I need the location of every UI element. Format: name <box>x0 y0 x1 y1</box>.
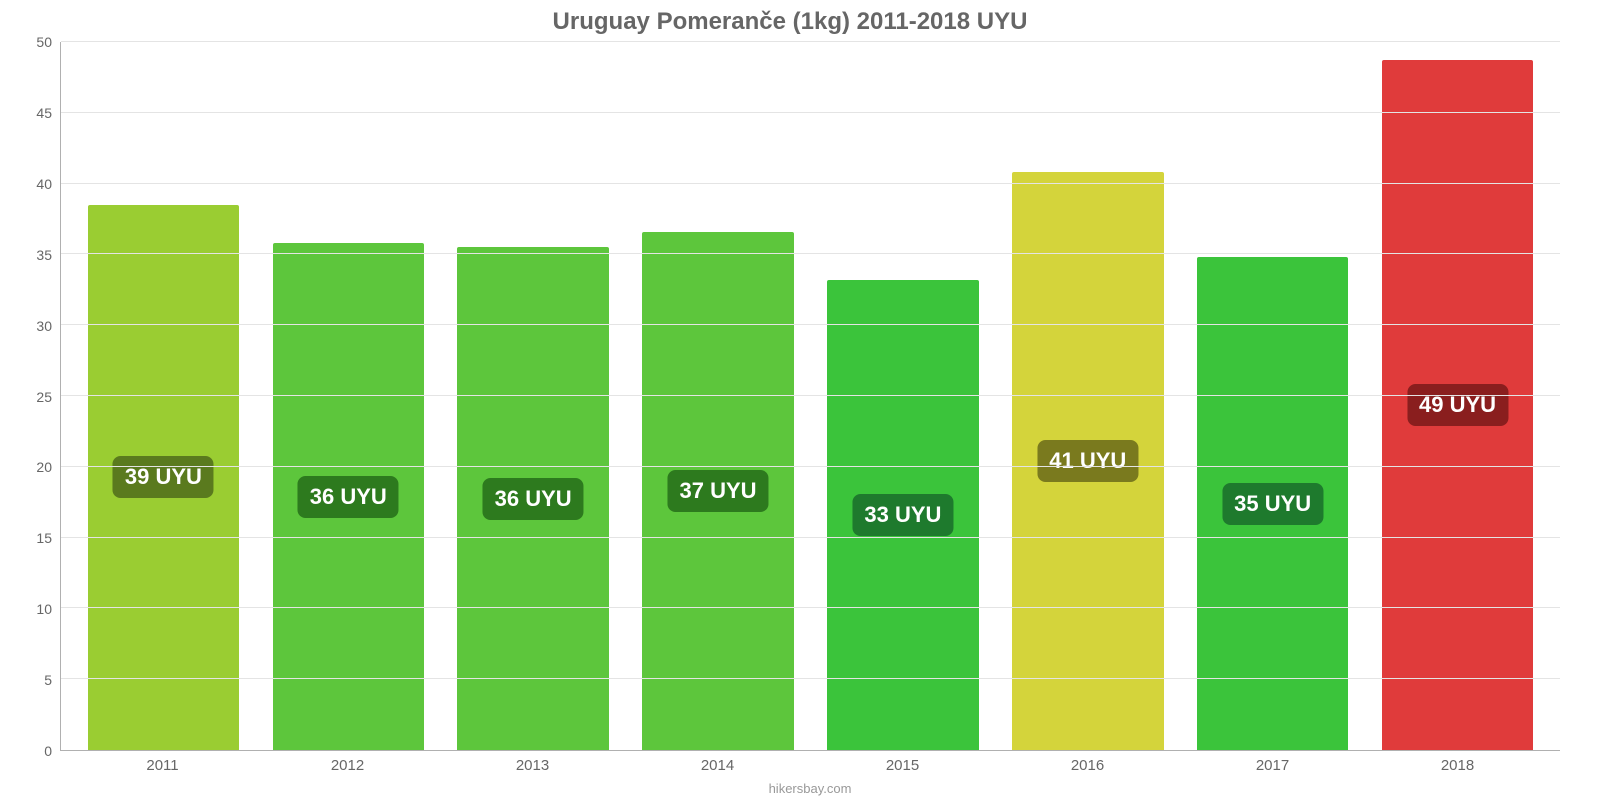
bar: 33 UYU <box>827 280 979 750</box>
x-tick-label: 2014 <box>625 751 810 779</box>
y-tick-label: 15 <box>36 530 52 546</box>
bar: 37 UYU <box>642 232 794 750</box>
y-tick-label: 45 <box>36 105 52 121</box>
bars-layer: 39 UYU 36 UYU 36 UYU 37 UYU 33 UYU 41 UYU 35 U… <box>61 42 1560 750</box>
gridline <box>61 678 1560 679</box>
bar-value-label: 36 UYU <box>483 478 584 520</box>
x-tick-label: 2012 <box>255 751 440 779</box>
x-tick-label: 2018 <box>1365 751 1550 779</box>
bar-slot: 39 UYU <box>71 42 256 750</box>
plot-area: 39 UYU 36 UYU 36 UYU 37 UYU 33 UYU 41 UYU 35 U… <box>60 42 1560 751</box>
bar-slot: 33 UYU <box>811 42 996 750</box>
gridline <box>61 112 1560 113</box>
bar: 35 UYU <box>1197 257 1349 750</box>
y-tick-label: 30 <box>36 318 52 334</box>
bar-value-label: 33 UYU <box>852 494 953 536</box>
bar: 39 UYU <box>88 205 240 750</box>
gridline <box>61 41 1560 42</box>
chart-body: 05101520253035404550 39 UYU36 UYU36 UYU3… <box>20 42 1560 751</box>
y-tick-label: 0 <box>44 743 52 759</box>
x-tick-label: 2015 <box>810 751 995 779</box>
y-tick-label: 50 <box>36 34 52 50</box>
bar-value-label: 39 UYU <box>113 456 214 498</box>
gridline <box>61 466 1560 467</box>
gridline <box>61 253 1560 254</box>
y-tick-label: 5 <box>44 672 52 688</box>
bar-slot: 36 UYU <box>256 42 441 750</box>
gridline <box>61 395 1560 396</box>
y-tick-label: 25 <box>36 389 52 405</box>
bar-value-label: 41 UYU <box>1037 440 1138 482</box>
gridline <box>61 324 1560 325</box>
x-axis-inner: 20112012201320142015201620172018 <box>60 751 1560 779</box>
y-axis: 05101520253035404550 <box>20 42 60 751</box>
bar-slot: 35 UYU <box>1180 42 1365 750</box>
gridline <box>61 537 1560 538</box>
bar: 41 UYU <box>1012 172 1164 750</box>
gridline <box>61 183 1560 184</box>
x-axis: 20112012201320142015201620172018 <box>20 751 1560 779</box>
attribution-text: hikersbay.com <box>20 779 1560 796</box>
bar: 36 UYU <box>273 243 425 750</box>
bar: 36 UYU <box>457 247 609 750</box>
y-tick-label: 40 <box>36 176 52 192</box>
bar-value-label: 49 UYU <box>1407 384 1508 426</box>
bar-value-label: 37 UYU <box>668 470 769 512</box>
chart-title: Uruguay Pomeranče (1kg) 2011-2018 UYU <box>20 8 1560 36</box>
y-tick-label: 35 <box>36 247 52 263</box>
gridline <box>61 607 1560 608</box>
x-tick-label: 2016 <box>995 751 1180 779</box>
bar: 49 UYU <box>1382 60 1534 750</box>
y-tick-label: 20 <box>36 459 52 475</box>
bar-slot: 49 UYU <box>1365 42 1550 750</box>
bar-slot: 41 UYU <box>995 42 1180 750</box>
x-tick-label: 2017 <box>1180 751 1365 779</box>
bar-slot: 36 UYU <box>441 42 626 750</box>
x-tick-label: 2013 <box>440 751 625 779</box>
y-tick-label: 10 <box>36 601 52 617</box>
bar-value-label: 36 UYU <box>298 476 399 518</box>
bar-slot: 37 UYU <box>626 42 811 750</box>
bar-value-label: 35 UYU <box>1222 483 1323 525</box>
chart-container: Uruguay Pomeranče (1kg) 2011-2018 UYU 0 5… <box>0 0 1600 800</box>
x-tick-label: 2011 <box>70 751 255 779</box>
